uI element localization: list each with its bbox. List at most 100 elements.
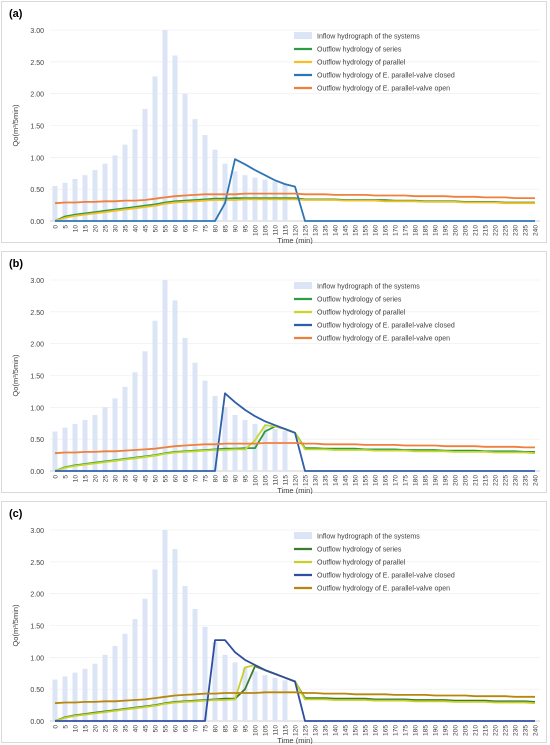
inflow-bar: [162, 30, 168, 221]
x-tick-label: 10: [73, 725, 80, 733]
x-tick-label: 85: [223, 225, 230, 233]
x-tick-label: 95: [243, 225, 250, 233]
x-tick-label: 200: [453, 475, 460, 486]
x-tick-label: 120: [293, 475, 300, 486]
inflow-bar: [92, 170, 98, 221]
y-tick-label: 0.00: [30, 719, 44, 726]
x-tick-label: 70: [193, 475, 200, 483]
x-tick-label: 210: [473, 225, 480, 236]
x-tick-label: 135: [323, 225, 330, 236]
inflow-bar: [202, 135, 208, 221]
x-tick-label: 215: [483, 225, 490, 236]
inflow-bar: [122, 386, 128, 471]
x-tick-label: 25: [103, 475, 110, 483]
inflow-bar: [182, 93, 188, 221]
x-tick-label: 115: [283, 725, 290, 736]
x-tick-label: 65: [183, 475, 190, 483]
x-tick-label: 5: [63, 475, 70, 479]
inflow-bar: [202, 626, 208, 721]
x-tick-label: 215: [483, 725, 490, 736]
legend-label: Outflow hydrology of E. parallel-valve o…: [317, 86, 450, 93]
x-tick-label: 45: [143, 475, 150, 483]
inflow-bar: [282, 680, 288, 721]
x-tick-label: 110: [273, 475, 280, 486]
y-tick-label: 1.00: [30, 155, 44, 162]
x-tick-label: 20: [93, 475, 100, 483]
x-tick-label: 20: [93, 725, 100, 733]
x-tick-label: 135: [323, 725, 330, 736]
inflow-bar: [72, 178, 78, 221]
x-tick-label: 50: [153, 225, 160, 233]
x-tick-label: 150: [353, 725, 360, 736]
x-tick-label: 140: [333, 225, 340, 236]
y-tick-label: 0.00: [30, 469, 44, 476]
chart-svg-b: 0.00 0.50 1.00 1.50 2.00 2.50 3.00 0 5 10 15 20 25 30…: [11, 278, 540, 494]
x-tick-label: 125: [303, 725, 310, 736]
x-tick-label: 145: [343, 225, 350, 236]
x-tick-label: 75: [203, 225, 210, 233]
legend-swatch: [294, 282, 312, 289]
inflow-bar: [172, 300, 178, 471]
x-tick-label: 180: [413, 475, 420, 486]
inflow-bar: [282, 430, 288, 471]
inflow-bar: [172, 549, 178, 721]
x-tick-label: 220: [493, 725, 500, 736]
inflow-bar: [122, 633, 128, 721]
x-tick-label: 155: [363, 225, 370, 236]
x-tick-label: 35: [123, 475, 130, 483]
legend-swatch: [294, 32, 312, 39]
inflow-bar: [262, 426, 268, 471]
x-tick-label: 115: [283, 475, 290, 486]
x-tick-label: 230: [513, 225, 520, 236]
x-tick-label: 180: [413, 225, 420, 236]
y-tick-label: 3.00: [30, 28, 44, 35]
x-tick-label: 25: [103, 225, 110, 233]
y-tick-label: 2.50: [30, 60, 44, 67]
x-tick-label: 160: [373, 225, 380, 236]
chart-panel-c: 0.00 0.50 1.00 1.50 2.00 2.50 3.00 0 5 10 15 20 25 30…: [1, 501, 547, 744]
x-tick-label: 235: [523, 725, 530, 736]
x-tick-label: 90: [233, 475, 240, 483]
inflow-bar: [212, 395, 218, 471]
inflow-bar: [92, 414, 98, 471]
x-tick-label: 55: [163, 225, 170, 233]
x-tick-label: 170: [393, 475, 400, 486]
legend-label: Outflow hydrology of E. parallel-valve c…: [317, 73, 455, 80]
x-tick-label: 225: [503, 725, 510, 736]
x-tick-label: 35: [123, 725, 130, 733]
inflow-bar: [52, 679, 58, 721]
inflow-bar: [152, 569, 158, 721]
x-tick-label: 60: [173, 475, 180, 483]
inflow-bar: [162, 280, 168, 471]
x-tick-label: 190: [433, 725, 440, 736]
x-tick-label: 105: [263, 225, 270, 236]
series-line-3: [55, 639, 535, 722]
x-tick-label: 190: [433, 475, 440, 486]
inflow-bar: [62, 427, 68, 471]
legend-label: Outflow hydrology of E. parallel-valve o…: [317, 586, 450, 593]
x-tick-label: 220: [493, 475, 500, 486]
x-tick-label: 210: [473, 725, 480, 736]
panel-label-b: (b): [9, 258, 24, 270]
legend-label: Inflow hydrograph of the systems: [317, 34, 420, 41]
x-tick-label: 5: [63, 225, 70, 229]
x-tick-label: 190: [433, 225, 440, 236]
x-tick-label: 120: [293, 225, 300, 236]
x-tick-label: 185: [423, 725, 430, 736]
chart-svg-c: 0.00 0.50 1.00 1.50 2.00 2.50 3.00 0 5 10 15 20 25 30…: [11, 528, 540, 744]
x-tick-label: 175: [403, 475, 410, 486]
x-tick-label: 235: [523, 475, 530, 486]
inflow-bar: [102, 163, 108, 221]
x-tick-label: 135: [323, 475, 330, 486]
inflow-bar: [192, 362, 198, 471]
x-tick-label: 30: [113, 225, 120, 233]
x-tick-label: 90: [233, 725, 240, 733]
x-tick-label: 140: [333, 725, 340, 736]
x-tick-label: 75: [203, 475, 210, 483]
x-tick-label: 55: [163, 725, 170, 733]
y-axis-title: Qo(m³/5min): [11, 604, 20, 647]
y-tick-label: 1.50: [30, 374, 44, 381]
x-tick-label: 215: [483, 475, 490, 486]
inflow-bar: [132, 372, 138, 471]
x-tick-label: 5: [63, 725, 70, 729]
